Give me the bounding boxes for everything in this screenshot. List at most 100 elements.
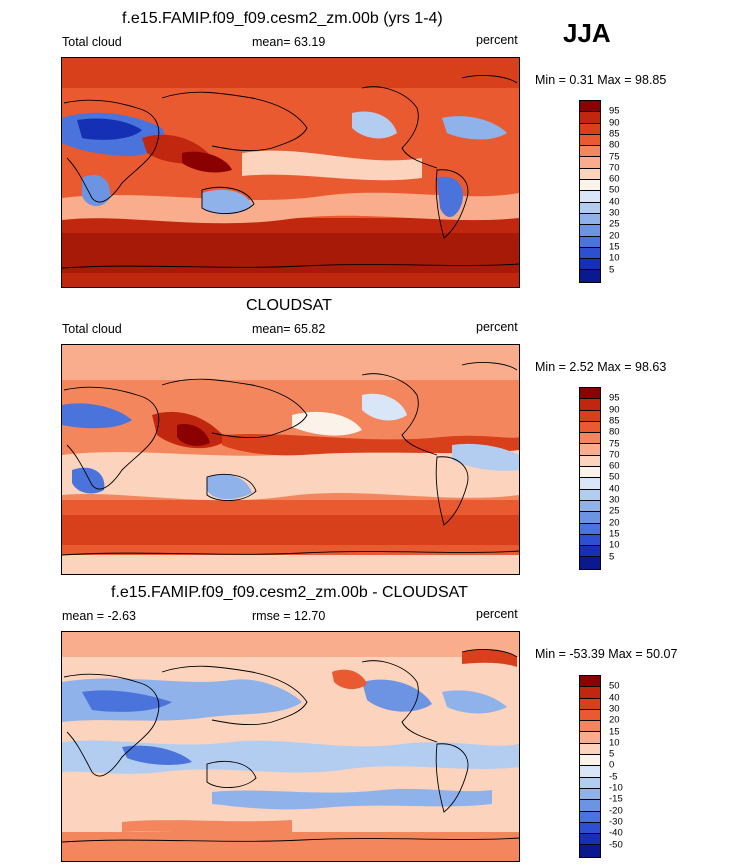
swatch xyxy=(580,845,600,857)
swatch xyxy=(580,225,600,237)
colorbar-tick: 25 xyxy=(609,505,620,517)
panel1-mean: mean= 63.19 xyxy=(252,35,326,49)
swatch xyxy=(580,455,600,468)
swatch xyxy=(580,811,600,823)
swatch xyxy=(580,247,600,260)
swatch xyxy=(580,146,600,158)
colorbar-tick: 50 xyxy=(609,184,620,196)
panel1-left-label: Total cloud xyxy=(62,35,122,49)
swatch xyxy=(580,213,600,226)
panel3-mean: mean = -2.63 xyxy=(62,609,137,623)
swatch xyxy=(580,444,600,456)
colorbar-tick: 40 xyxy=(609,692,620,704)
colorbar-tick: -10 xyxy=(609,782,623,794)
swatch xyxy=(580,822,600,835)
swatch xyxy=(580,512,600,524)
swatch xyxy=(580,777,600,789)
swatch xyxy=(580,101,600,113)
colorbar-tick: 15 xyxy=(609,528,620,540)
panel2-map xyxy=(61,344,520,575)
panel2-left-label: Total cloud xyxy=(62,322,122,336)
panel3-units: percent xyxy=(476,607,518,621)
swatch xyxy=(580,399,600,411)
colorbar-tick: 40 xyxy=(609,483,620,495)
swatch xyxy=(580,546,600,558)
colorbar-tick: 95 xyxy=(609,105,620,117)
colorbar-tick: 90 xyxy=(609,117,620,129)
panel2-colorbar xyxy=(579,387,601,570)
swatch xyxy=(580,134,600,147)
colorbar-tick: 10 xyxy=(609,539,620,551)
colorbar-tick: 75 xyxy=(609,151,620,162)
colorbar-tick: 20 xyxy=(609,517,620,529)
colorbar-tick: 85 xyxy=(609,128,620,140)
swatch xyxy=(580,259,600,271)
panel2-title: CLOUDSAT xyxy=(246,297,332,314)
swatch xyxy=(580,743,600,756)
swatch xyxy=(580,270,600,282)
colorbar-tick: 15 xyxy=(609,241,620,253)
colorbar-tick: 15 xyxy=(609,726,620,737)
panel3-rmse: rmse = 12.70 xyxy=(252,609,326,623)
colorbar-tick: 75 xyxy=(609,438,620,449)
colorbar-tick: 50 xyxy=(609,680,620,692)
colorbar-tick: 95 xyxy=(609,392,620,404)
colorbar-tick: 25 xyxy=(609,218,620,230)
colorbar-tick: 90 xyxy=(609,404,620,416)
swatch xyxy=(580,202,600,214)
swatch xyxy=(580,732,600,744)
colorbar-tick: -20 xyxy=(609,805,623,817)
swatch xyxy=(580,236,600,248)
panel1-units: percent xyxy=(476,33,518,47)
swatch xyxy=(580,687,600,699)
panel3-map xyxy=(61,631,520,862)
swatch xyxy=(580,557,600,569)
colorbar-tick: 0 xyxy=(609,759,615,771)
colorbar-tick: 40 xyxy=(609,196,620,208)
swatch xyxy=(580,709,600,722)
colorbar-tick: 20 xyxy=(609,714,620,726)
colorbar-tick: 10 xyxy=(609,252,620,264)
colorbar-tick: 30 xyxy=(609,703,620,715)
colorbar-tick: 5 xyxy=(609,748,615,760)
colorbar-tick: 70 xyxy=(609,449,620,461)
colorbar-tick: -5 xyxy=(609,771,618,783)
swatch xyxy=(580,766,600,778)
swatch xyxy=(580,191,600,203)
colorbar-tick: 80 xyxy=(609,426,620,438)
colorbar-tick: -15 xyxy=(609,793,623,805)
colorbar-tick: 5 xyxy=(609,264,615,275)
panel3-colorbar xyxy=(579,675,601,858)
panel3-title: f.e15.FAMIP.f09_f09.cesm2_zm.00b - CLOUD… xyxy=(111,584,468,601)
panel1-minmax: Min = 0.31 Max = 98.85 xyxy=(535,73,667,87)
panel3-minmax: Min = -53.39 Max = 50.07 xyxy=(535,647,678,661)
swatch xyxy=(580,523,600,535)
colorbar-tick: 60 xyxy=(609,460,620,472)
colorbar-tick: 50 xyxy=(609,471,620,483)
colorbar-tick: 20 xyxy=(609,230,620,242)
swatch xyxy=(580,534,600,547)
swatch xyxy=(580,421,600,434)
panel1-map xyxy=(61,57,520,288)
swatch xyxy=(580,180,600,192)
colorbar-tick: -40 xyxy=(609,827,623,839)
swatch xyxy=(580,168,600,181)
colorbar-tick: 30 xyxy=(609,494,620,506)
panel1-title: f.e15.FAMIP.f09_f09.cesm2_zm.00b (yrs 1-… xyxy=(122,10,443,27)
colorbar-tick: 30 xyxy=(609,207,620,219)
swatch xyxy=(580,478,600,490)
swatch xyxy=(580,500,600,513)
panel2-minmax: Min = 2.52 Max = 98.63 xyxy=(535,360,667,374)
swatch xyxy=(580,788,600,801)
colorbar-tick: 10 xyxy=(609,737,620,749)
swatch xyxy=(580,698,600,710)
colorbar-tick: 5 xyxy=(609,551,615,562)
colorbar-tick: 80 xyxy=(609,139,620,151)
swatch xyxy=(580,800,600,812)
swatch xyxy=(580,489,600,501)
panel1-colorbar xyxy=(579,100,601,283)
swatch xyxy=(580,433,600,445)
swatch xyxy=(580,112,600,124)
colorbar-tick: -50 xyxy=(609,839,623,850)
swatch xyxy=(580,834,600,846)
